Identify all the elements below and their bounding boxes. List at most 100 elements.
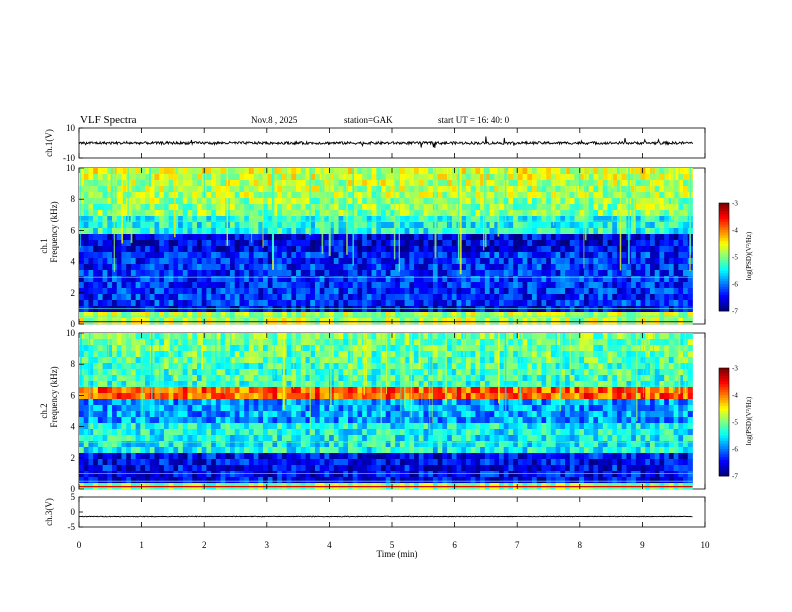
ch2-spectrogram-cell (272, 333, 278, 340)
ch1-spectrogram-cell (574, 216, 580, 223)
ch1-spectrogram-cell (480, 198, 486, 205)
ch1-spectrogram-cell (461, 246, 467, 253)
ch1-spectrogram-cell (414, 270, 420, 277)
ch2-spectrogram-cell (395, 387, 401, 394)
ch1-spectrogram-cell (338, 282, 344, 289)
ch2-spectrogram-cell (371, 375, 377, 382)
ch1-spectrogram-cell (508, 198, 514, 205)
ch2-spectrogram-cell (230, 369, 236, 376)
ch1-spectrogram-cell (371, 276, 377, 283)
ch1-spectrogram-cell (461, 204, 467, 211)
ch1-spectrogram-cell (654, 258, 660, 265)
ch2-spectrogram-cell (598, 369, 604, 376)
ch1-spectrogram-cell (296, 246, 302, 253)
ch2-spectrogram-cell (267, 339, 273, 346)
ch1-spectrogram-cell (196, 198, 203, 205)
ch1-spectrogram-cell (569, 198, 575, 205)
ch1-spectrogram-cell (414, 246, 420, 253)
ch2-spectrogram-cell (678, 375, 684, 382)
ch1-spectrogram-cell (305, 210, 311, 217)
ch1-spectrogram-cell (541, 264, 547, 271)
ch2-spectrogram-cell (640, 381, 646, 388)
ch1-spectrogram-cell (673, 228, 679, 235)
ch2-spectrogram-cell (555, 375, 561, 382)
ch1-spectrogram-cell (399, 216, 406, 223)
ch2-spectrogram-cell (154, 399, 160, 406)
ch2-spectrogram-cell (451, 357, 457, 364)
ch2-spectrogram-cell (428, 363, 434, 370)
ch1-spectrogram-cell (244, 192, 250, 199)
ch1-spectrogram-cell (668, 264, 674, 271)
ch2-spectrogram-cell (687, 387, 693, 394)
ch1-spectrogram-cell (616, 312, 623, 319)
ch2-spectrogram-cell (347, 387, 354, 394)
ch2-spectrogram-cell (286, 369, 292, 376)
ch1-spectrogram-cell (272, 240, 278, 247)
ch1-spectrogram-cell (399, 180, 406, 187)
ch1-spectrogram-cell (678, 174, 684, 181)
ch1-spectrogram-cell (324, 186, 330, 193)
ch2-spectrogram-cell (272, 339, 278, 346)
ch2-spectrogram-cell (291, 387, 297, 394)
ch1-spectrogram-cell (414, 174, 420, 181)
ch2-spectrogram-cell (248, 339, 255, 346)
ch2-spectrogram-cell (234, 357, 240, 364)
ch1-spectrogram-cell (362, 186, 368, 193)
ch1-spectrogram-cell (621, 282, 627, 289)
ch1-spectrogram-cell (121, 276, 127, 283)
ch1-spectrogram-cell (470, 180, 476, 187)
ch1-spectrogram-cell (314, 312, 321, 319)
ch1-spectrogram-cell (499, 276, 505, 283)
ch1-spectrogram-cell (277, 168, 283, 175)
ch1-spectrogram-cell (225, 252, 231, 259)
ch2-spectrogram-cell (239, 375, 245, 382)
ch1-spectrogram-cell (338, 252, 344, 259)
ch1-spectrogram-cell (324, 240, 330, 247)
ch2-spectrogram-cell (206, 393, 212, 400)
ch1-spectrogram-cell (404, 198, 410, 205)
ch1-spectrogram-cell (310, 228, 316, 235)
ch1-spectrogram-cell (499, 258, 505, 265)
ch2-spectrogram-cell (550, 393, 557, 400)
ch1-spectrogram-cell (267, 222, 273, 229)
ch2-spectrogram-cell (456, 369, 462, 376)
ch1-spectrogram-cell (253, 258, 259, 265)
ch2-spectrogram-cell (211, 357, 217, 364)
ch2-spectrogram-cell (508, 345, 514, 352)
ch1-colorbar-segment (719, 273, 729, 277)
ch1-spectrogram-cell (149, 198, 155, 205)
ch1-spectrogram-cell (607, 246, 613, 253)
ch2-spectrogram-cell (654, 381, 660, 388)
ch1-spectrogram-cell (480, 300, 486, 307)
ch1-spectrogram-cell (281, 270, 288, 277)
ch1-spectrogram-cell (333, 222, 339, 229)
ch1-spectrogram-cell (423, 300, 429, 307)
ch1-spectrogram-cell (659, 216, 665, 223)
ch1-spectrogram-cell (140, 222, 146, 229)
ch1-spectrogram-cell (211, 288, 217, 295)
ch1-spectrogram-cell (621, 240, 627, 247)
ch1-spectrogram-cell (362, 264, 368, 271)
ch2-spectrogram-cell (395, 345, 401, 352)
ch1-spectrogram-cell (659, 222, 665, 229)
ch1-spectrogram-cell (683, 240, 689, 247)
ch1-spectrogram-cell (423, 222, 429, 229)
ch1-spectrogram-cell (244, 288, 250, 295)
ch1-spectrogram-cell (130, 204, 137, 211)
ch2-spectrogram-cell (626, 357, 632, 364)
ch1-spectrogram-cell (83, 168, 89, 175)
ch2-spectrogram-cell (371, 387, 377, 394)
ch1-spectrogram-cell (211, 276, 217, 283)
ch2-spectrogram-cell (593, 363, 599, 370)
ch1-spectrogram-cell (145, 168, 151, 175)
ch1-spectrogram-cell (121, 264, 127, 271)
ch1-spectrogram-cell (480, 174, 486, 181)
ch1-spectrogram-cell (522, 240, 528, 247)
ch1-spectrogram-cell (588, 222, 594, 229)
ch1-spectrogram-cell (442, 312, 448, 319)
ch1-spectrogram-cell (683, 282, 689, 289)
ch1-spectrogram-cell (532, 294, 538, 301)
ch1-spectrogram-cell (159, 192, 165, 199)
ch1-spectrogram-cell (333, 192, 339, 199)
ch1-spectrogram-cell (418, 174, 424, 181)
